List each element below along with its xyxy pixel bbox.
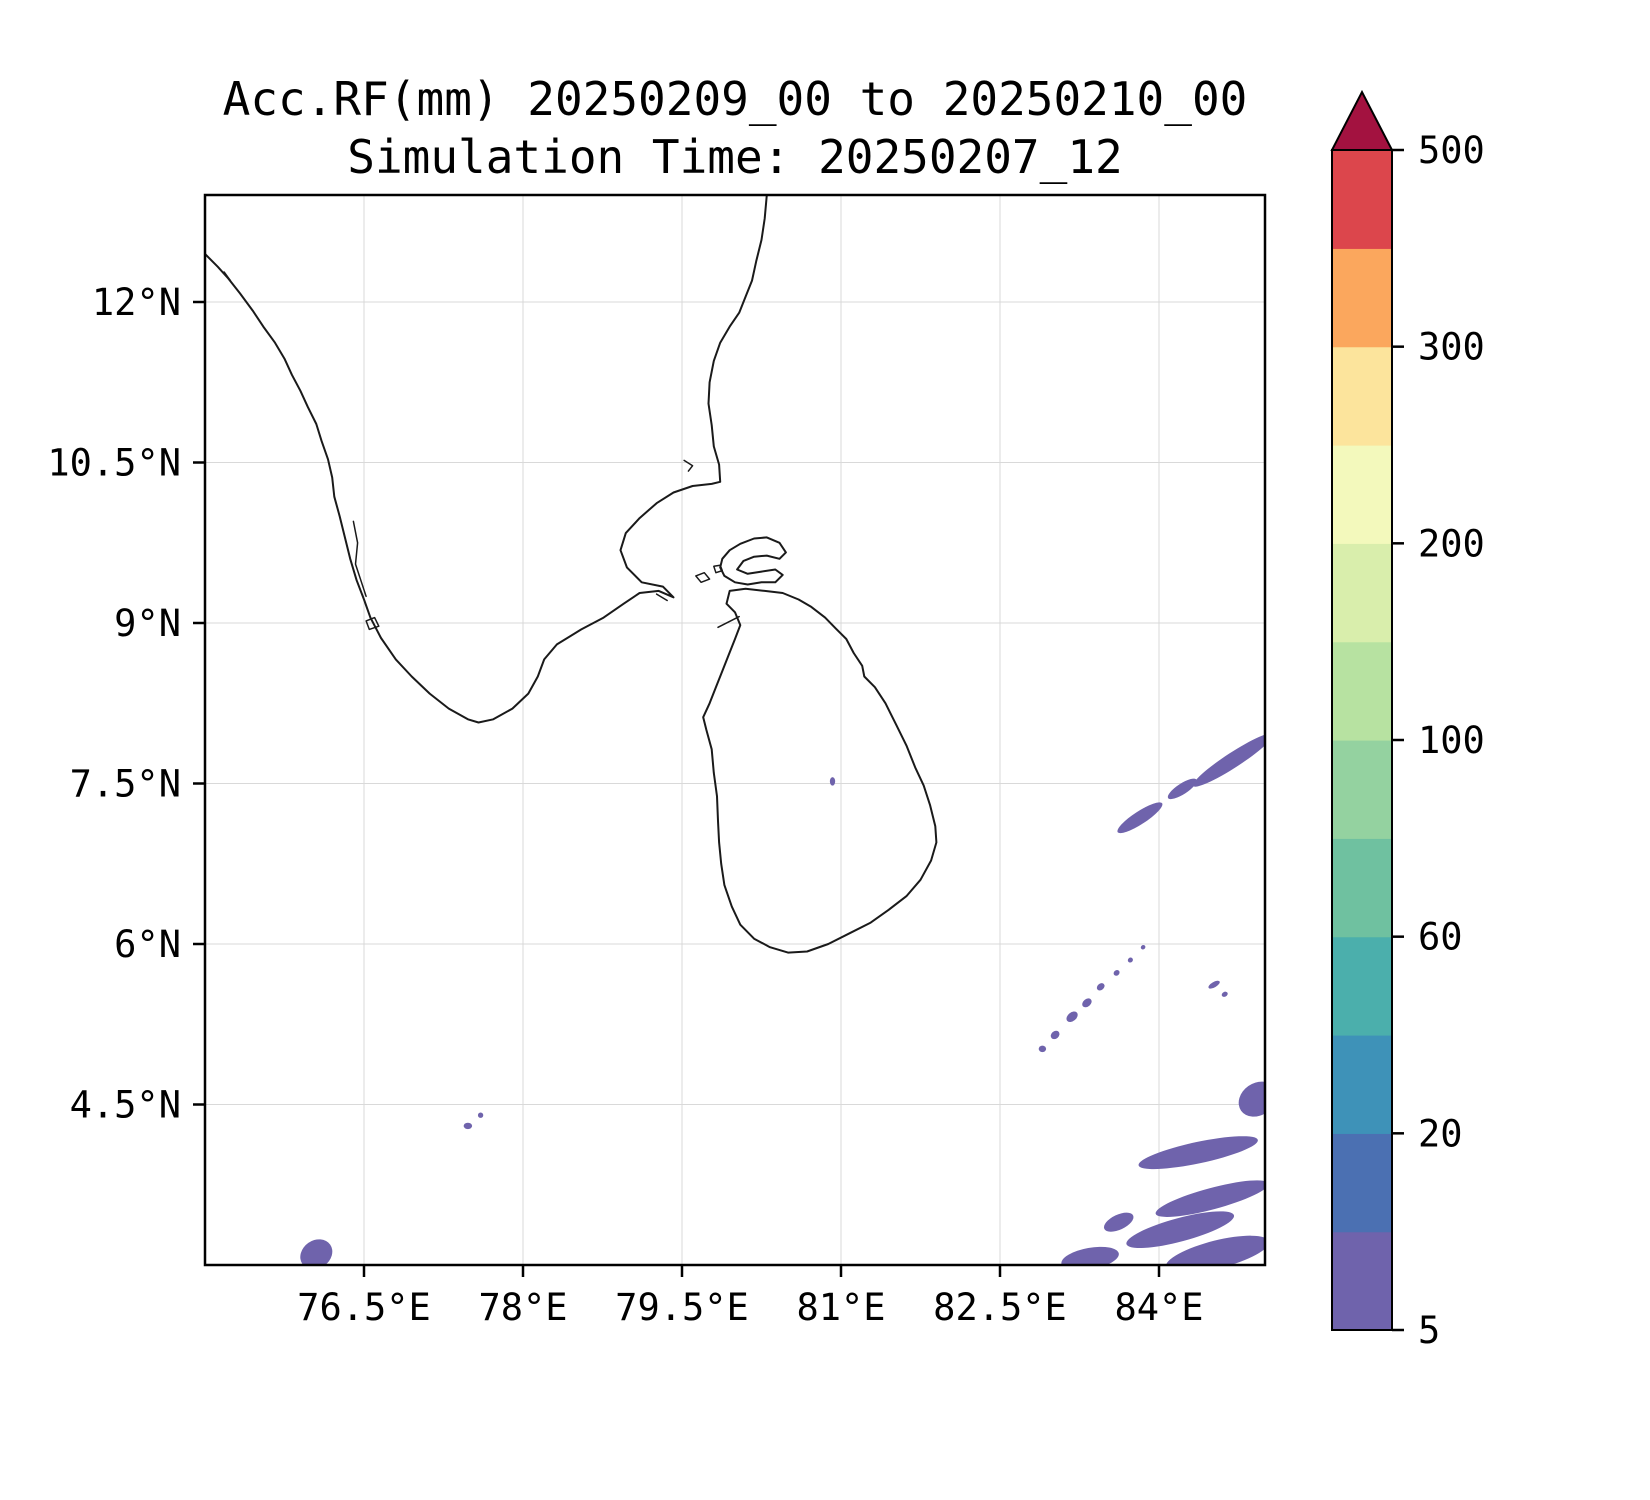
rain-patch: [1050, 1030, 1060, 1040]
colorbar-band: [1332, 641, 1392, 741]
rain-patch: [1155, 1180, 1265, 1217]
coastline-offshore-marks-nw: [223, 271, 232, 282]
coastline-india-south: [205, 195, 768, 724]
coastline-mannar-island: [717, 615, 740, 629]
rain-patch: [1066, 1011, 1078, 1023]
coastline-delft-island: [695, 571, 711, 584]
coastline-sri-lanka-main: [702, 587, 938, 954]
colorbar-tick-label: 20: [1418, 1112, 1463, 1155]
rain-patch: [1127, 957, 1133, 963]
rain-patch: [1038, 1045, 1047, 1053]
coastline-point-calimere-spit: [683, 459, 694, 472]
colorbar-band: [1332, 1133, 1392, 1233]
y-tick-label: 12°N: [92, 281, 181, 324]
x-tick-label: 78°E: [478, 1286, 567, 1329]
colorbar-tick-label: 100: [1418, 719, 1485, 762]
y-tick-label: 7.5°N: [70, 763, 181, 806]
colorbar-band: [1332, 445, 1392, 544]
chart-subtitle: Simulation Time: 20250207_12: [347, 130, 1123, 184]
colorbar-band: [1332, 936, 1392, 1036]
colorbar-tick-label: 300: [1418, 326, 1485, 369]
rain-patch: [1082, 998, 1092, 1008]
coastlines: [205, 195, 938, 954]
rain-patch: [1238, 1081, 1265, 1117]
coastline-small-island: [713, 564, 724, 574]
colorbar-band: [1332, 248, 1392, 348]
rain-patch: [1117, 802, 1163, 834]
rain-patch: [463, 1122, 473, 1130]
rain-patch: [1140, 944, 1146, 950]
colorbar: 5 20 60 100 200 300 500: [1330, 89, 1485, 1352]
axes: 76.5°E 78°E 79.5°E 81°E 82.5°E 84°E 12°N 10.5°N…: [47, 281, 1203, 1329]
y-tick-label: 4.5°N: [70, 1084, 181, 1127]
colorbar-band: [1332, 1231, 1392, 1331]
rain-patch: [829, 777, 836, 786]
y-tick-label: 10.5°N: [47, 442, 181, 485]
colorbar-tick-label: 500: [1418, 129, 1485, 172]
rain-patch: [1126, 1211, 1235, 1249]
figure-title: Acc.RF(mm) 20250209_00 to 20250210_00 Si…: [205, 70, 1265, 186]
colorbar-over-arrow: [1330, 89, 1394, 151]
rain-patch: [1113, 969, 1120, 976]
rain-patch: [477, 1112, 484, 1118]
colorbar-tick-label: 200: [1418, 522, 1485, 565]
coastline-jaffna-peninsula: [719, 536, 787, 586]
rain-patch: [300, 1239, 333, 1265]
x-tick-label: 82.5°E: [933, 1286, 1067, 1329]
coastline-adams-bridge: [655, 593, 668, 602]
colorbar-tick-label: 5: [1418, 1309, 1440, 1352]
rain-patch: [1096, 983, 1105, 991]
rain-patch: [1208, 980, 1220, 989]
colorbar-band: [1332, 150, 1392, 249]
rain-patch: [1167, 778, 1197, 800]
coastline-kerala-backwater: [352, 520, 367, 598]
colorbar-band: [1332, 543, 1392, 643]
colorbar-tick-label: 60: [1418, 916, 1463, 959]
coastline-ashtamudi-lake: [365, 616, 380, 631]
colorbar-band: [1332, 740, 1392, 839]
rain-patch: [1221, 991, 1228, 997]
rain-patches: [300, 733, 1265, 1265]
rain-patch: [1103, 1212, 1134, 1232]
rain-patch: [1192, 733, 1265, 787]
plot-frame: [203, 193, 1267, 1267]
colorbar-band: [1332, 1035, 1392, 1134]
colorbar-band: [1332, 346, 1392, 446]
rain-patch: [1165, 1235, 1265, 1265]
x-tick-label: 81°E: [796, 1286, 885, 1329]
x-tick-label: 79.5°E: [615, 1286, 749, 1329]
x-tick-label: 84°E: [1114, 1286, 1203, 1329]
y-tick-label: 9°N: [114, 602, 181, 645]
chart-title: Acc.RF(mm) 20250209_00 to 20250210_00: [222, 72, 1248, 126]
gridlines: [205, 195, 1265, 1265]
rain-patch: [1138, 1136, 1258, 1170]
colorbar-band: [1332, 838, 1392, 938]
rain-patch: [1061, 1246, 1119, 1265]
y-tick-label: 6°N: [114, 923, 181, 966]
x-tick-label: 76.5°E: [297, 1286, 431, 1329]
